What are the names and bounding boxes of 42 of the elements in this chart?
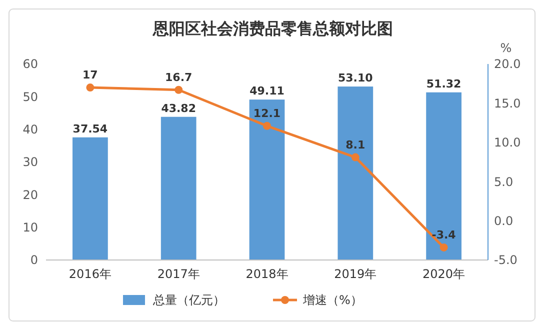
legend-label: 增速（%） xyxy=(302,293,362,308)
bar xyxy=(338,86,374,260)
y-tick-label: 10 xyxy=(22,220,38,235)
data-label: -3.4 xyxy=(432,228,456,242)
y2-tick-label: -5.0 xyxy=(494,253,518,268)
x-tick-label: 2019年 xyxy=(334,267,377,281)
data-label: 43.82 xyxy=(161,102,196,115)
data-label: 49.11 xyxy=(250,84,284,98)
y-tick-label: 50 xyxy=(22,90,38,104)
y-tick-label: 20 xyxy=(22,188,38,202)
legend-label: 总量（亿元） xyxy=(152,293,225,308)
chart-title: 恩阳区社会消费品零售总额对比图 xyxy=(152,19,393,38)
data-label: 17 xyxy=(82,68,98,82)
data-label: 8.1 xyxy=(346,138,366,152)
data-label: 37.54 xyxy=(72,122,108,136)
y-tick-label: 40 xyxy=(22,122,38,137)
y2-tick-label: 0.0 xyxy=(494,214,514,228)
bar xyxy=(72,137,108,260)
data-label: 12.1 xyxy=(253,106,281,120)
y-tick-label: 0 xyxy=(30,253,38,268)
y2-tick-label: 15.0 xyxy=(494,96,521,110)
x-tick-label: 2020年 xyxy=(422,267,466,281)
data-label: 53.10 xyxy=(338,72,374,85)
x-tick-label: 2016年 xyxy=(68,267,112,281)
data-label: 16.7 xyxy=(165,70,192,84)
y-tick-label: 30 xyxy=(22,155,38,170)
point xyxy=(440,243,448,252)
bar xyxy=(160,116,196,260)
y2-tick-label: 10.0 xyxy=(494,136,521,150)
y-tick-label: 60 xyxy=(22,57,38,72)
y2-axis-title: % xyxy=(500,41,512,55)
y2-tick-label: 20.0 xyxy=(494,57,521,72)
point xyxy=(86,84,94,92)
y2-tick-label: 5.0 xyxy=(494,174,514,189)
x-tick-label: 2018年 xyxy=(246,267,288,281)
x-tick-label: 2017年 xyxy=(157,267,200,281)
bar xyxy=(249,100,285,260)
point xyxy=(263,122,271,130)
point xyxy=(174,86,183,94)
bar xyxy=(426,92,462,260)
data-label: 51.32 xyxy=(426,77,462,90)
point xyxy=(351,153,360,162)
